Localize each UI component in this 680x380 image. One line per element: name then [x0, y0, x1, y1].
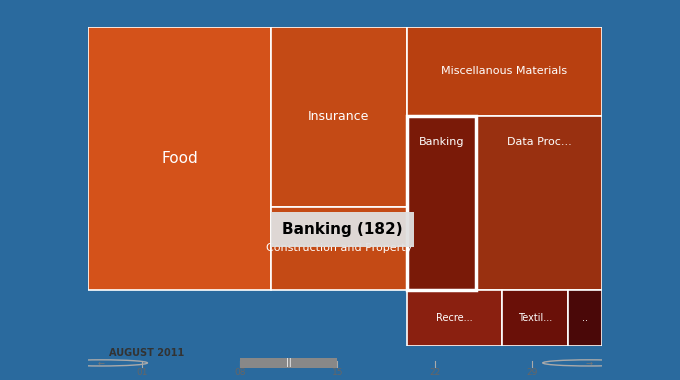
Text: 22: 22: [429, 368, 441, 377]
Text: Construction and Property: Construction and Property: [266, 244, 412, 253]
Bar: [502, 290, 568, 346]
Text: Banking: Banking: [419, 137, 464, 147]
Bar: [407, 116, 476, 290]
Bar: [271, 207, 407, 290]
Bar: [88, 27, 271, 290]
Bar: [240, 358, 337, 368]
Text: 08: 08: [234, 368, 245, 377]
Bar: [407, 27, 602, 116]
Bar: [407, 116, 476, 290]
Bar: [568, 290, 602, 346]
Text: 01: 01: [137, 368, 148, 377]
Text: →: →: [585, 358, 592, 367]
Text: Textil...: Textil...: [518, 313, 552, 323]
Text: Banking (182): Banking (182): [282, 222, 403, 237]
Text: 29: 29: [527, 368, 538, 377]
Bar: [476, 116, 602, 290]
Text: Food: Food: [161, 151, 198, 166]
Bar: [88, 27, 602, 82]
Text: 15: 15: [332, 368, 343, 377]
Text: ←: ←: [98, 358, 105, 367]
Text: ||: ||: [286, 358, 292, 367]
Text: Miscellanous Materials: Miscellanous Materials: [441, 66, 567, 76]
Text: Insurance: Insurance: [308, 110, 369, 123]
Bar: [271, 27, 407, 207]
Text: Recre...: Recre...: [436, 313, 473, 323]
Bar: [407, 290, 502, 346]
Text: ..: ..: [582, 313, 588, 323]
Text: Data Proc...: Data Proc...: [507, 137, 571, 147]
Text: AUGUST 2011: AUGUST 2011: [109, 348, 184, 358]
Bar: [271, 212, 414, 247]
